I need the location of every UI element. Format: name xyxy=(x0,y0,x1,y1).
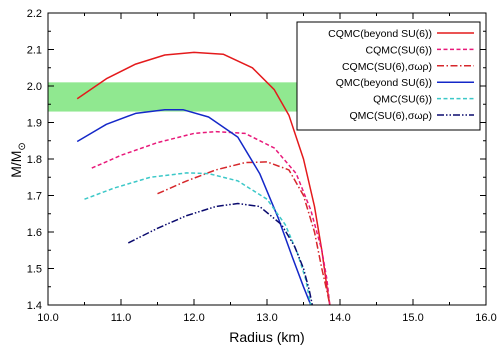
x-tick-label: 13.0 xyxy=(256,312,277,324)
green-band xyxy=(48,82,340,112)
x-axis-title: Radius (km) xyxy=(229,329,304,345)
y-tick-label: 1.9 xyxy=(27,118,42,130)
x-tick-label: 11.0 xyxy=(111,312,132,324)
legend-label-6: QMC(SU(6),σωρ) xyxy=(350,110,432,122)
x-tick-label: 16.0 xyxy=(475,312,496,324)
y-tick-label: 2.2 xyxy=(27,8,42,20)
tick-labels: 10.0 11.0 12.0 13.0 14.0 15.0 16.0 1.4 1.5 1.6 1.7… xyxy=(27,8,497,324)
series-line-2 xyxy=(91,130,331,305)
series-line-5 xyxy=(84,172,312,305)
y-axis-title: M/M⊙ xyxy=(8,142,28,178)
series-lines xyxy=(76,51,331,305)
y-tick-label: 2.0 xyxy=(27,81,42,93)
x-tick-label: 15.0 xyxy=(402,312,423,324)
series-line-6 xyxy=(127,202,314,305)
legend: CQMC(beyond SU(6)) CQMC(SU(6)) CQMC(SU(6),… xyxy=(296,21,481,131)
y-tick-label: 2.1 xyxy=(27,45,42,57)
observation-band xyxy=(48,82,340,112)
legend-label-3: CQMC(SU(6),σωρ) xyxy=(342,61,432,73)
series-line-4 xyxy=(76,108,312,305)
legend-label-2: CQMC(SU(6)) xyxy=(366,44,433,56)
y-tick-label: 1.4 xyxy=(27,300,42,312)
series-line-1 xyxy=(76,51,331,305)
series-line-3 xyxy=(157,161,331,305)
y-tick-label: 1.5 xyxy=(27,264,42,276)
legend-label-4: QMC(beyond SU(6)) xyxy=(336,77,432,89)
y-tick-label: 1.6 xyxy=(27,227,42,239)
y-tick-label: 1.7 xyxy=(27,191,42,203)
legend-box xyxy=(296,21,481,131)
x-tick-label: 12.0 xyxy=(183,312,204,324)
legend-label-1: CQMC(beyond SU(6)) xyxy=(328,28,432,40)
legend-label-5: QMC(SU(6)) xyxy=(373,94,432,106)
x-tick-label: 10.0 xyxy=(37,312,58,324)
axis-ticks xyxy=(47,12,487,306)
y-axis-subscript: ⊙ xyxy=(17,142,28,150)
x-tick-label: 14.0 xyxy=(329,312,350,324)
y-tick-label: 1.8 xyxy=(27,154,42,166)
